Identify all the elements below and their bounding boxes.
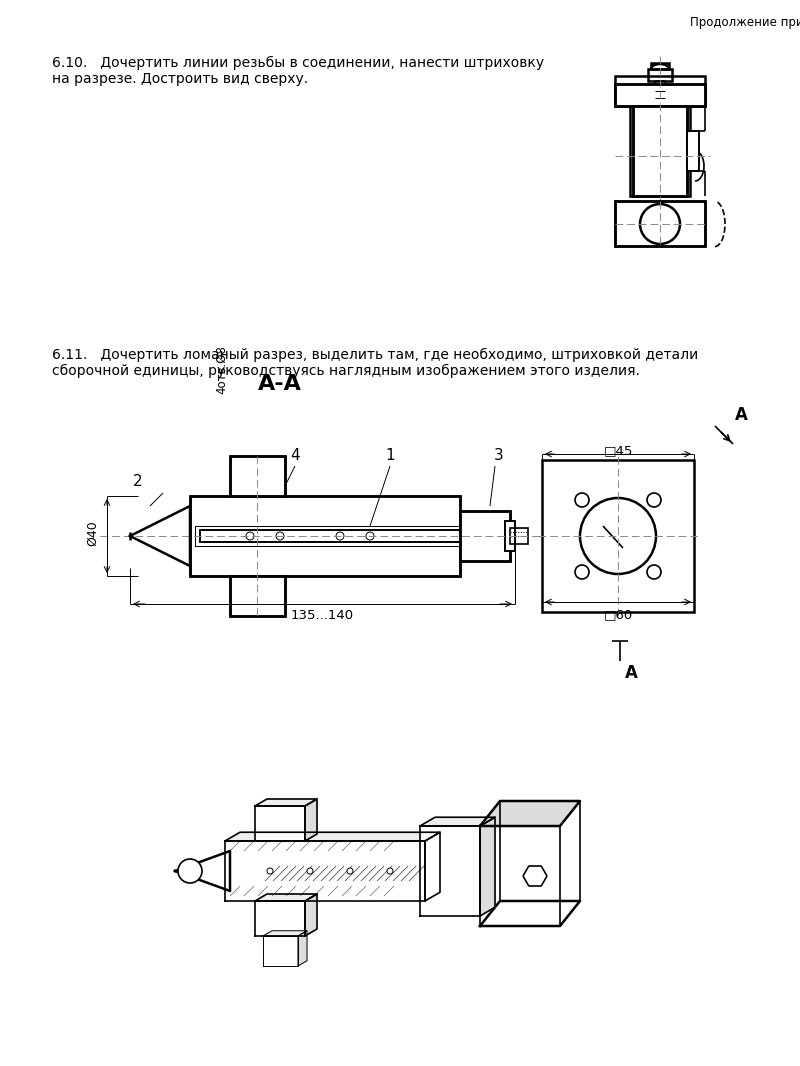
Text: А: А bbox=[625, 664, 638, 682]
Circle shape bbox=[267, 868, 273, 874]
Polygon shape bbox=[175, 851, 230, 891]
Bar bbox=[655, 81, 665, 136]
Text: Ø40: Ø40 bbox=[86, 520, 99, 546]
Bar bbox=[687, 131, 699, 171]
Polygon shape bbox=[225, 841, 425, 901]
Bar bbox=[630, 106, 690, 196]
Polygon shape bbox=[420, 826, 480, 916]
Bar bbox=[190, 496, 460, 576]
Bar bbox=[230, 456, 285, 496]
Bar bbox=[230, 456, 285, 496]
Polygon shape bbox=[225, 833, 440, 841]
Bar bbox=[200, 530, 495, 542]
Circle shape bbox=[307, 868, 313, 874]
Bar bbox=[615, 76, 705, 106]
Polygon shape bbox=[480, 818, 495, 916]
Polygon shape bbox=[263, 931, 307, 936]
Bar bbox=[190, 496, 460, 576]
Bar bbox=[542, 461, 694, 612]
Text: 6.11.   Дочертить ломаный разрез, выделить там, где необходимо, штриховкой детал: 6.11. Дочертить ломаный разрез, выделить… bbox=[52, 348, 698, 378]
Polygon shape bbox=[305, 800, 317, 841]
Bar bbox=[615, 84, 705, 106]
Polygon shape bbox=[130, 506, 190, 566]
Polygon shape bbox=[255, 800, 317, 806]
Bar bbox=[653, 135, 667, 141]
Bar bbox=[230, 576, 285, 616]
Bar bbox=[230, 576, 285, 616]
Polygon shape bbox=[305, 894, 317, 936]
Polygon shape bbox=[255, 901, 305, 936]
Polygon shape bbox=[420, 818, 495, 826]
Circle shape bbox=[347, 868, 353, 874]
Bar bbox=[200, 530, 495, 542]
Bar bbox=[460, 511, 510, 561]
Polygon shape bbox=[255, 894, 317, 901]
Bar bbox=[651, 63, 669, 69]
Bar bbox=[195, 526, 505, 546]
Bar bbox=[633, 106, 687, 196]
Text: 3: 3 bbox=[494, 448, 504, 463]
Text: 135...140: 135...140 bbox=[290, 609, 354, 621]
Text: А-А: А-А bbox=[258, 374, 302, 394]
Text: Продолжение прилож. 4: Продолжение прилож. 4 bbox=[690, 16, 800, 29]
Bar bbox=[648, 69, 672, 81]
Bar bbox=[615, 201, 705, 246]
Bar bbox=[687, 131, 699, 171]
Text: 1: 1 bbox=[385, 448, 395, 463]
Polygon shape bbox=[425, 833, 440, 901]
Text: 4отв.Ø8: 4отв.Ø8 bbox=[215, 345, 229, 394]
Text: 4: 4 bbox=[290, 448, 300, 463]
Text: 6.10.   Дочертить линии резьбы в соединении, нанести штриховку
на разрезе. Достр: 6.10. Дочертить линии резьбы в соединени… bbox=[52, 56, 544, 86]
Circle shape bbox=[178, 859, 202, 883]
Text: А: А bbox=[735, 406, 748, 424]
Bar bbox=[615, 201, 705, 246]
Text: □45: □45 bbox=[603, 445, 633, 457]
Circle shape bbox=[387, 868, 393, 874]
Polygon shape bbox=[480, 901, 580, 926]
Polygon shape bbox=[255, 806, 305, 841]
Bar bbox=[195, 526, 505, 546]
Polygon shape bbox=[263, 936, 298, 966]
Text: 2: 2 bbox=[133, 474, 143, 489]
Text: □60: □60 bbox=[603, 608, 633, 621]
Bar bbox=[505, 521, 515, 551]
Bar bbox=[460, 511, 510, 561]
Bar bbox=[505, 521, 515, 551]
Bar bbox=[633, 106, 687, 196]
Bar bbox=[615, 84, 705, 106]
Bar bbox=[510, 528, 528, 544]
Polygon shape bbox=[298, 931, 307, 966]
Polygon shape bbox=[480, 801, 580, 826]
